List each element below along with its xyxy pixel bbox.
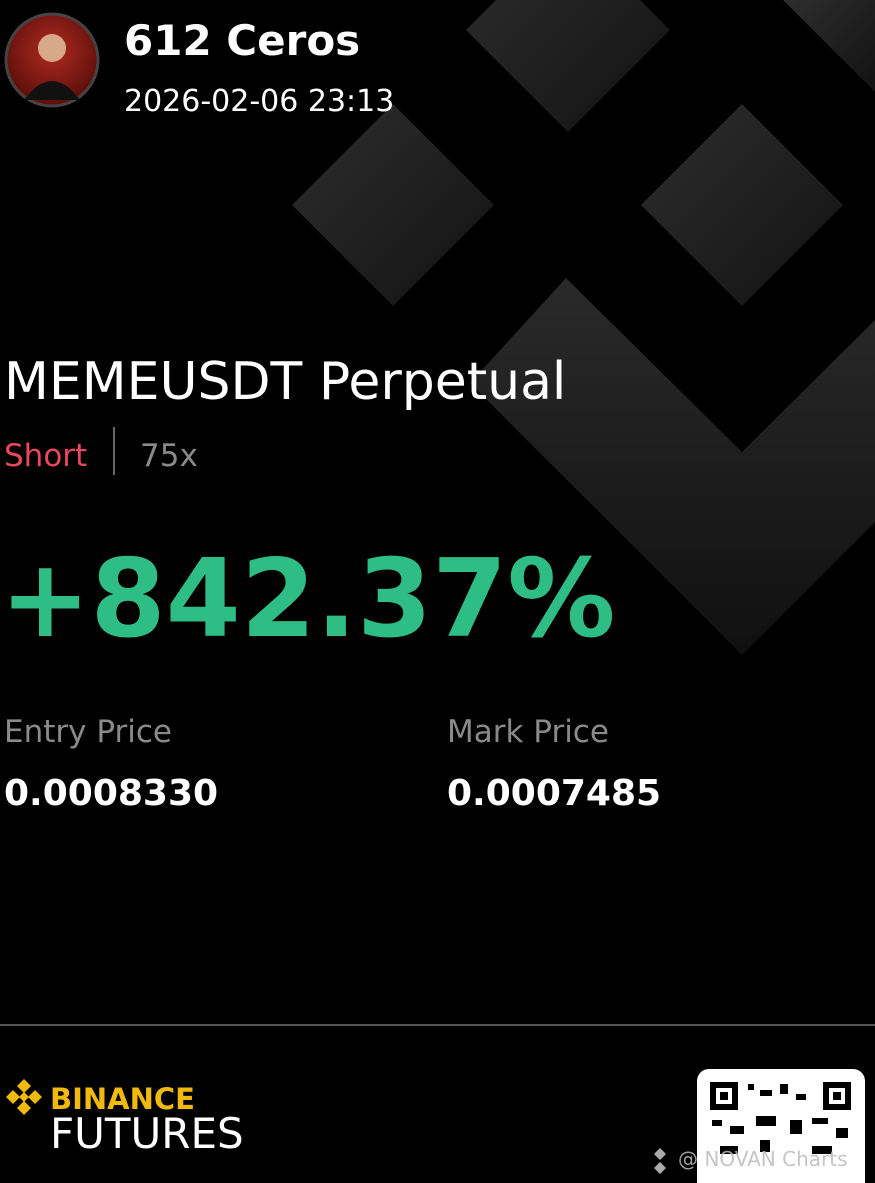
avatar [4,12,100,108]
side: Short [4,438,87,474]
qr-code [697,1069,865,1183]
user-name: 612 Ceros [124,16,360,65]
binance-icon [6,1079,42,1115]
brand: BINANCE [50,1082,195,1116]
watermark-icon [654,1148,666,1174]
timestamp: 2026-02-06 23:13 [124,84,394,119]
price-value: 0.0007485 [447,773,661,814]
leverage: 75x [140,438,198,474]
background-logo [292,0,875,655]
watermark: @ NOVAN Charts [678,1147,848,1171]
price-label: Entry Price [4,714,172,750]
price-label: Mark Price [447,714,609,750]
price-value: 0.0008330 [4,773,218,814]
roi: +842.37% [0,537,615,662]
product: FUTURES [50,1109,244,1158]
symbol: MEMEUSDT Perpetual [4,352,566,412]
